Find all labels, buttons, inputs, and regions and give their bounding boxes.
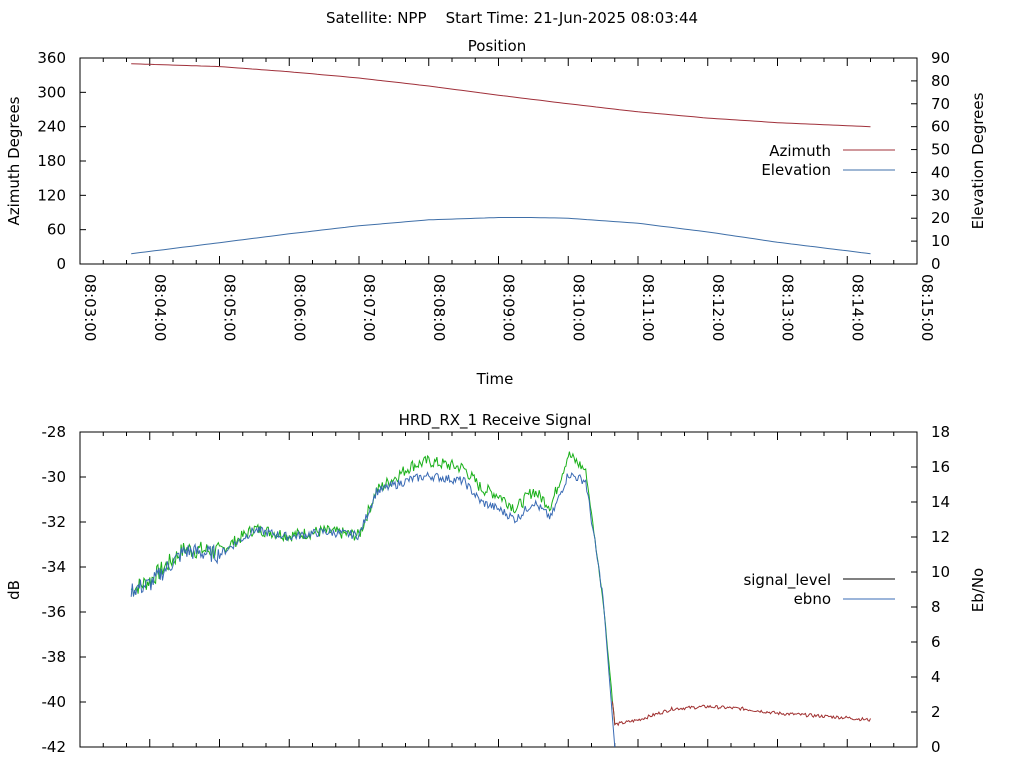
signal-ytick-label: -32 — [42, 513, 67, 531]
signal-y2tick-label: 18 — [931, 423, 950, 441]
position-xtick-label: 08:08:00 — [430, 274, 448, 341]
position-ylabel: Azimuth Degrees — [5, 96, 23, 225]
signal-ylabel: dB — [5, 580, 23, 600]
series-ebno-line — [130, 471, 616, 748]
position-ytick-label: 300 — [37, 83, 66, 101]
position-y2tick-label: 80 — [931, 72, 950, 90]
position-y2tick-label: 90 — [931, 49, 950, 67]
position-xtick-label: 08:05:00 — [221, 274, 239, 341]
position-xtick-label: 08:11:00 — [639, 274, 657, 341]
position-xtick-label: 08:14:00 — [848, 274, 866, 341]
position-y2tick-label: 20 — [931, 209, 950, 227]
position-y2tick-label: 10 — [931, 232, 950, 250]
position-y2tick-label: 0 — [931, 255, 941, 273]
series-elevation-line — [131, 217, 871, 255]
position-legend: Azimuth Elevation — [761, 142, 895, 179]
signal-y2tick-label: 0 — [931, 738, 941, 756]
signal-ytick-label: -30 — [42, 468, 67, 486]
legend-elevation-label: Elevation — [761, 161, 831, 179]
signal-ytick-label: -28 — [42, 423, 67, 441]
position-y2tick-label: 60 — [931, 118, 950, 136]
position-ytick-label: 0 — [56, 255, 66, 273]
position-chart: Position 0 60 120 180 240 300 360 0 10 20 30 40 50 60… — [5, 37, 987, 388]
series-azimuth-line — [131, 63, 871, 128]
legend-azimuth-label: Azimuth — [769, 142, 831, 160]
signal-y2tick-label: 16 — [931, 458, 950, 476]
signal-y2label: Eb/No — [969, 568, 987, 612]
position-ytick-label: 180 — [37, 152, 66, 170]
signal-plot-frame — [79, 431, 918, 748]
position-xtick-label: 08:10:00 — [569, 274, 587, 341]
position-ytick-label: 120 — [37, 186, 66, 204]
signal-ytick-label: -42 — [42, 738, 67, 756]
signal-y2tick-label: 6 — [931, 633, 941, 651]
position-title: Position — [468, 37, 526, 55]
series-signal-level-line — [130, 451, 616, 725]
signal-y2tick-label: 10 — [931, 563, 950, 581]
position-xlabel: Time — [476, 370, 514, 388]
position-xtick-label: 08:13:00 — [779, 274, 797, 341]
signal-ytick-label: -34 — [42, 558, 67, 576]
signal-y2tick-label: 14 — [931, 493, 950, 511]
position-xtick-label: 08:09:00 — [500, 274, 518, 341]
position-xtick-label: 08:04:00 — [151, 274, 169, 341]
signal-ytick-label: -40 — [42, 693, 67, 711]
position-ytick-label: 360 — [37, 49, 66, 67]
signal-y2tick-label: 4 — [931, 668, 941, 686]
position-ytick-label: 60 — [47, 221, 66, 239]
position-y2tick-label: 40 — [931, 163, 950, 181]
position-y2tick-label: 30 — [931, 186, 950, 204]
position-xtick-label: 08:15:00 — [918, 274, 936, 341]
signal-title: HRD_RX_1 Receive Signal — [399, 411, 592, 430]
position-xtick-label: 08:07:00 — [360, 274, 378, 341]
position-xtick-label: 08:06:00 — [290, 274, 308, 341]
signal-legend: signal_level ebno — [743, 571, 895, 608]
series-signal-level-low-line — [611, 701, 871, 727]
signal-ytick-label: -36 — [42, 603, 67, 621]
signal-ytick-label: -38 — [42, 648, 67, 666]
signal-y2tick-label: 2 — [931, 703, 941, 721]
figure-header: Satellite: NPP Start Time: 21-Jun-2025 0… — [326, 9, 698, 27]
position-y2tick-label: 50 — [931, 141, 950, 159]
position-xtick-label: 08:12:00 — [709, 274, 727, 341]
signal-y2tick-label: 8 — [931, 598, 941, 616]
legend-signal-level-label: signal_level — [743, 571, 831, 590]
legend-ebno-label: ebno — [794, 590, 831, 608]
position-y2tick-label: 70 — [931, 95, 950, 113]
receive-signal-chart: HRD_RX_1 Receive Signal -42 -40 -38 -36 -34 -… — [5, 411, 987, 756]
signal-y2tick-label: 12 — [931, 528, 950, 546]
position-ytick-label: 240 — [37, 118, 66, 136]
position-y2label: Elevation Degrees — [969, 92, 987, 229]
position-xtick-label: 08:03:00 — [81, 274, 99, 341]
